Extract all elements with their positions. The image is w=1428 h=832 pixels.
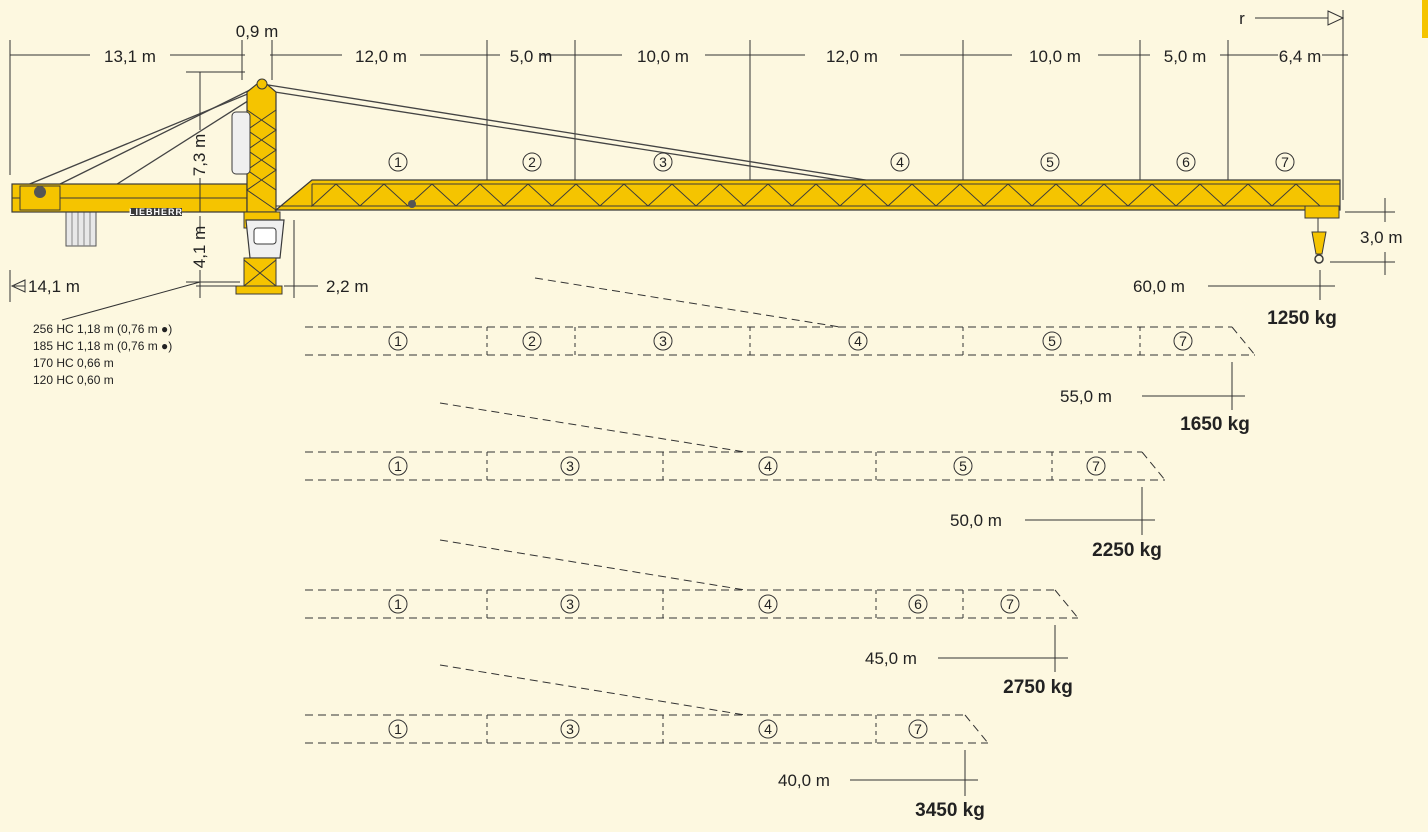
alt50-seg-c: 4 <box>764 458 772 474</box>
tower-note-4: 120 HC 0,60 m <box>33 373 114 387</box>
alt-config-45-dividers <box>486 590 964 618</box>
alt40-seg-b: 3 <box>566 721 574 737</box>
dim-tower-width: 2,2 m <box>326 277 369 296</box>
tower-note-1: 256 HC 1,18 m (0,76 m ●) <box>33 322 172 336</box>
alt40-radius: 40,0 m <box>778 771 830 790</box>
alt50-radius: 50,0 m <box>950 511 1002 530</box>
main-seg-7: 7 <box>1281 154 1289 170</box>
top-dimension-line <box>9 10 1348 200</box>
alt50-seg-b: 3 <box>566 458 574 474</box>
dim-counterjib: 13,1 m <box>104 47 156 66</box>
alt55-load: 1650 kg <box>1180 414 1250 435</box>
alt45-radius: 45,0 m <box>865 649 917 668</box>
alt50-seg-d: 5 <box>959 458 967 474</box>
alt45-seg-b: 3 <box>566 596 574 612</box>
main-seg-6: 6 <box>1182 154 1190 170</box>
radius-label: r <box>1239 9 1245 28</box>
alt40-seg-a: 1 <box>394 721 402 737</box>
dim-slewing-height: 4,1 m <box>190 226 209 269</box>
dim-seg2: 5,0 m <box>510 47 553 66</box>
alt55-seg-e: 5 <box>1048 333 1056 349</box>
hook-block <box>1311 218 1327 264</box>
alt40-seg-d: 7 <box>914 721 922 737</box>
alt45-load: 2750 kg <box>1003 677 1073 698</box>
alt50-load: 2250 kg <box>1092 540 1162 561</box>
dim-hook-drop: 3,0 m <box>1360 228 1403 247</box>
main-seg-2: 2 <box>528 154 536 170</box>
alt50-seg-e: 7 <box>1092 458 1100 474</box>
main-seg-4: 4 <box>896 154 904 170</box>
pendant-ties <box>19 83 879 201</box>
tower-note-3: 170 HC 0,66 m <box>33 356 114 370</box>
dim-seg4: 12,0 m <box>826 47 878 66</box>
alt-config-45-dim <box>938 625 1068 672</box>
alt55-seg-d: 4 <box>854 333 862 349</box>
alt-config-40-dim <box>850 750 978 796</box>
tail-arrow-icon <box>10 279 26 293</box>
alt-config-40-outline <box>305 664 989 744</box>
alt-config-55-dim <box>1142 362 1245 410</box>
alt55-seg-c: 3 <box>659 333 667 349</box>
alt-config-55-dividers <box>486 327 1141 355</box>
alt-config-50-dim <box>1025 487 1155 535</box>
alt-config-45-segments: 1 3 4 6 7 <box>388 594 1020 614</box>
alt-config-50-segments: 1 3 4 5 7 <box>388 456 1106 476</box>
tower-head <box>231 78 277 213</box>
alt-config-50-outline <box>305 402 1166 481</box>
dim-seg1: 12,0 m <box>355 47 407 66</box>
alt45-seg-e: 7 <box>1006 596 1014 612</box>
dim-seg6: 5,0 m <box>1164 47 1207 66</box>
alt55-seg-f: 7 <box>1179 333 1187 349</box>
alt50-seg-a: 1 <box>394 458 402 474</box>
dim-tail-radius: 14,1 m <box>28 277 80 296</box>
dim-head: 0,9 m <box>236 22 279 41</box>
alt-config-55-segments: 1 2 3 4 5 7 <box>388 331 1193 351</box>
main-jib <box>274 179 1341 219</box>
alt40-seg-c: 4 <box>764 721 772 737</box>
main-seg-5: 5 <box>1046 154 1054 170</box>
dim-tower-head-height: 7,3 m <box>190 134 209 177</box>
counterweight <box>65 211 97 247</box>
dim-seg5: 10,0 m <box>1029 47 1081 66</box>
alt45-seg-d: 6 <box>914 596 922 612</box>
dim-seg3: 10,0 m <box>637 47 689 66</box>
alt45-seg-a: 1 <box>394 596 402 612</box>
counter-jib <box>11 183 248 216</box>
main-segment-labels: 1 2 3 4 5 6 7 <box>388 152 1295 172</box>
alt55-seg-b: 2 <box>528 333 536 349</box>
brand-logo: LIEBHERR <box>129 207 183 217</box>
cab-and-tower <box>235 211 285 295</box>
main-radius: 60,0 m <box>1133 277 1185 296</box>
alt55-radius: 55,0 m <box>1060 387 1112 406</box>
alt-config-40-segments: 1 3 4 7 <box>388 719 928 739</box>
tower-note-2: 185 HC 1,18 m (0,76 m ●) <box>33 339 172 353</box>
main-seg-1: 1 <box>394 154 402 170</box>
alt40-load: 3450 kg <box>915 800 985 821</box>
alt55-seg-a: 1 <box>394 333 402 349</box>
page-edge-accent <box>1422 0 1428 38</box>
radius-arrow-icon <box>1327 10 1345 26</box>
main-seg-3: 3 <box>659 154 667 170</box>
alt45-seg-c: 4 <box>764 596 772 612</box>
alt-config-55-outline <box>305 277 1256 356</box>
alt-config-45-outline <box>305 539 1079 619</box>
dim-seg7: 6,4 m <box>1279 47 1322 66</box>
alt-config-40-dividers <box>486 715 877 743</box>
side-dimension-lines <box>9 71 1395 302</box>
note-leader <box>61 281 201 321</box>
main-load: 1250 kg <box>1267 308 1337 329</box>
